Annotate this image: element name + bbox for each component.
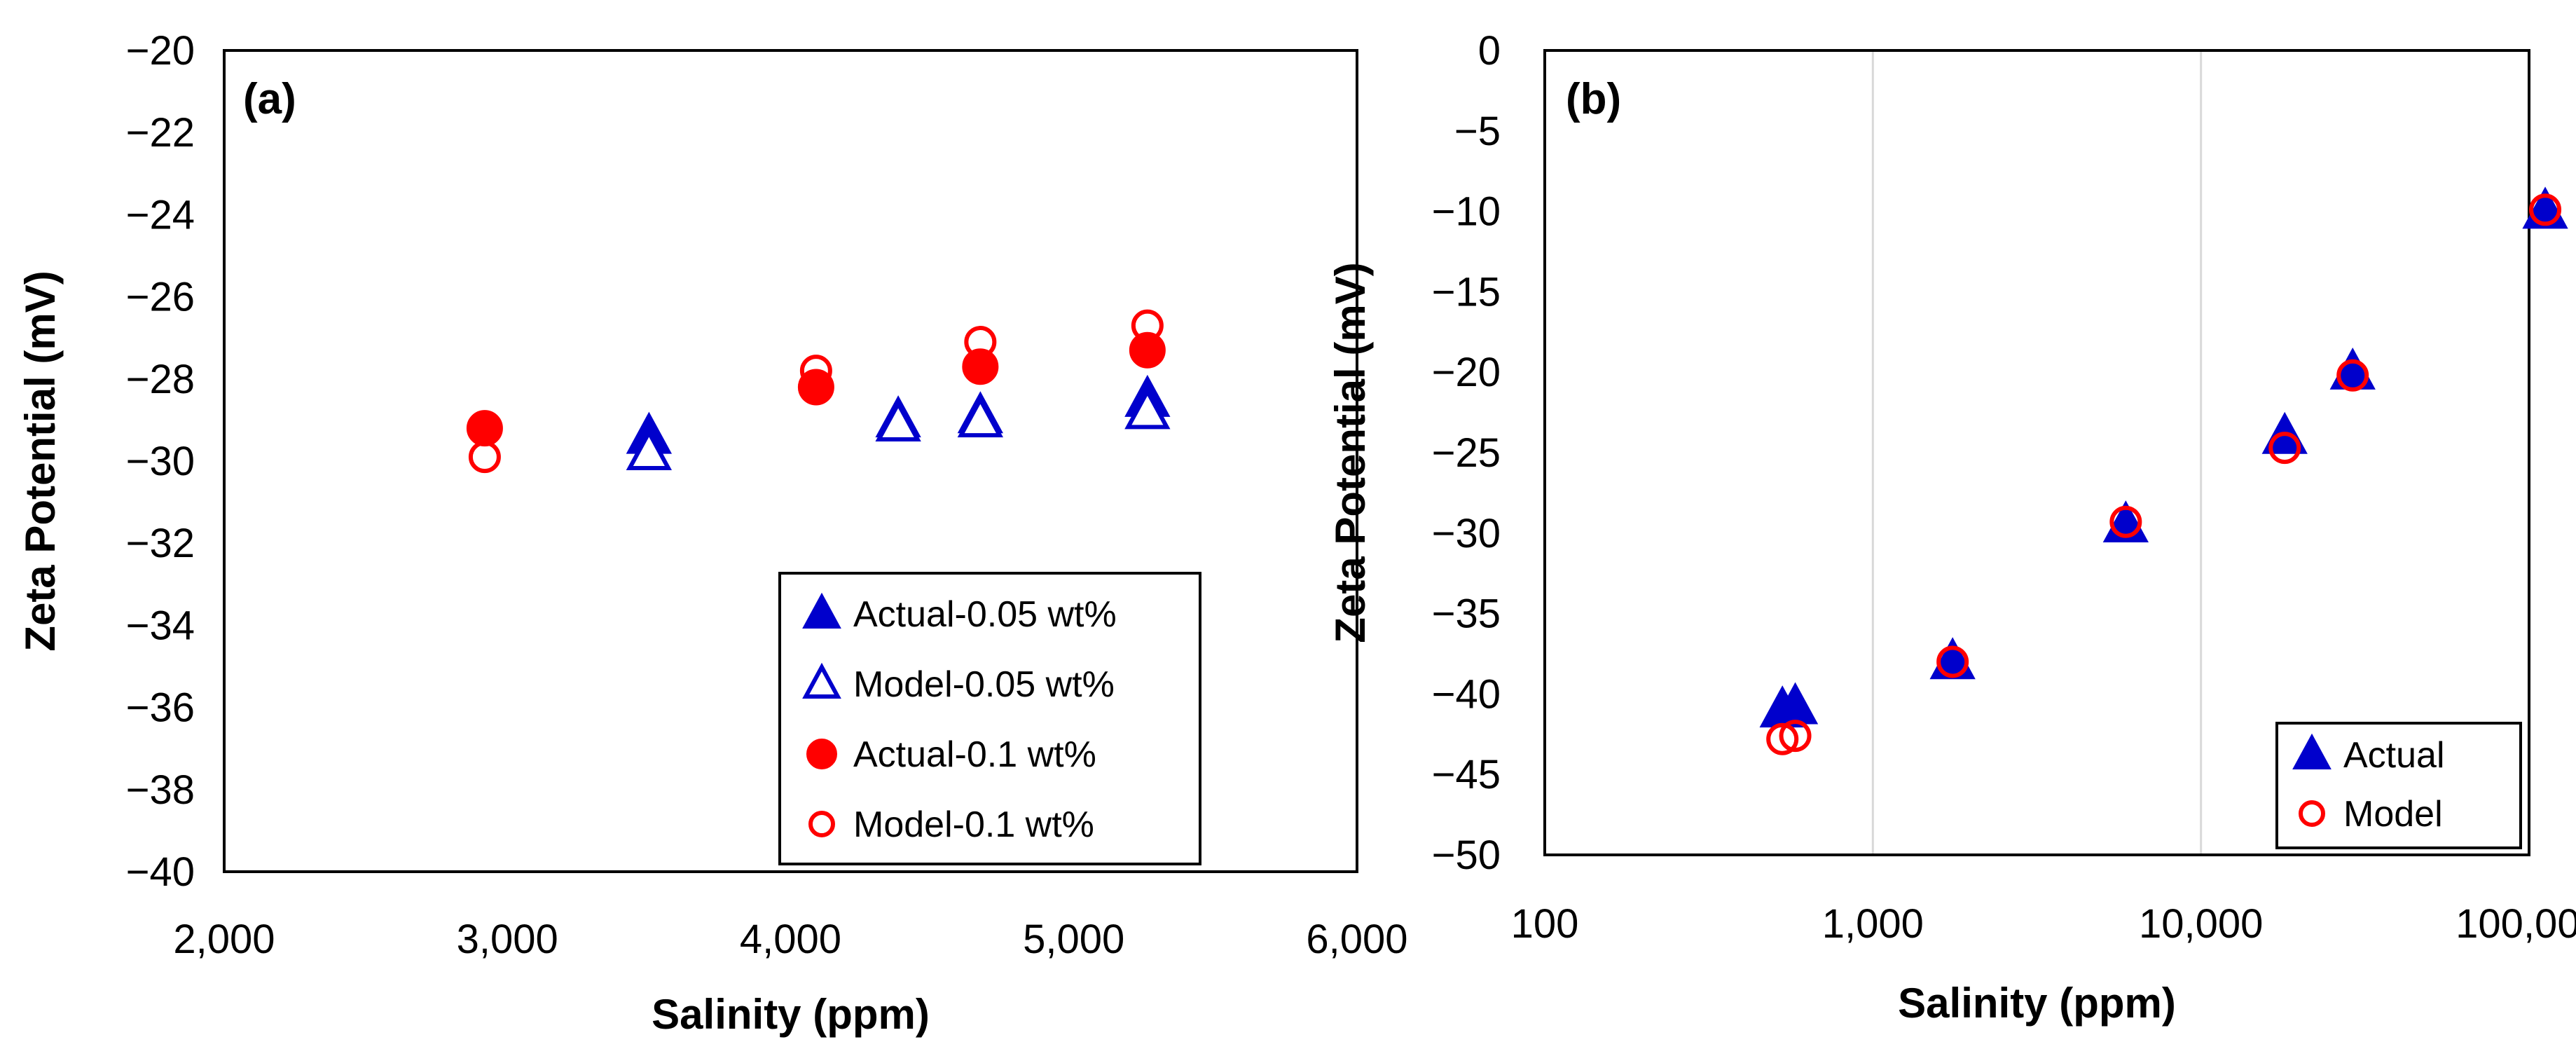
series-b-0 [1759, 186, 2568, 728]
legend-entry: Model-0.1 wt% [853, 804, 1094, 845]
legend-a: Actual-0.05 wt% Model-0.05 wt% Actual-0.1 … [778, 572, 1201, 865]
y-tick-label: −30 [126, 439, 195, 484]
legend-marker [802, 592, 841, 629]
y-tick-label: −40 [126, 849, 195, 895]
data-point [466, 410, 503, 447]
data-point [2529, 193, 2562, 226]
legend-marker [2299, 800, 2325, 827]
panel-label: (a) [243, 75, 296, 123]
legend-box [778, 572, 1201, 865]
x-tick-label: 1,000 [1822, 901, 1924, 947]
x-tick-label: 5,000 [1023, 917, 1124, 962]
data-point [875, 399, 921, 441]
plot-area-a [223, 49, 1358, 873]
y-tick-label: −38 [126, 767, 195, 813]
y-tick-label: −24 [126, 192, 195, 238]
plot-area-b [1543, 49, 2530, 856]
x-axis-title: Salinity (ppm) [652, 991, 930, 1038]
y-tick-label: −20 [1432, 350, 1501, 395]
y-tick-label: −45 [1432, 752, 1501, 797]
legend-marker [2292, 733, 2332, 769]
panel-label: (b) [1566, 75, 1621, 123]
x-tick-label: 100,000 [2456, 901, 2576, 947]
legend-b: Actual Model [2275, 722, 2522, 849]
y-tick-label: −40 [1432, 671, 1501, 717]
y-tick-label: −36 [126, 685, 195, 731]
data-point [797, 369, 834, 406]
data-point [957, 395, 1003, 438]
data-point [1936, 645, 1969, 678]
x-axis-title: Salinity (ppm) [1898, 980, 2176, 1027]
y-tick-label: −25 [1432, 430, 1501, 476]
data-point [962, 348, 999, 385]
y-tick-label: −50 [1432, 832, 1501, 878]
y-tick-label: −32 [126, 521, 195, 566]
y-tick-label: 0 [1478, 28, 1501, 74]
x-tick-label: 100 [1511, 901, 1579, 947]
legend-entry: Actual-0.05 wt% [853, 594, 1117, 635]
y-tick-label: −5 [1454, 109, 1501, 154]
y-tick-label: −22 [126, 110, 195, 156]
y-tick-label: −30 [1432, 511, 1501, 556]
data-point [799, 355, 832, 388]
legend-entry: Actual [2343, 735, 2445, 776]
y-tick-label: −20 [126, 28, 195, 74]
chart-panel-a: −20 −22 −24 −26 −28 −30 −32 −34 −36 −38 −40 2,000 3,… [17, 28, 1408, 1038]
data-point [964, 326, 997, 359]
y-tick-label: −26 [126, 275, 195, 320]
series-b-1 [1766, 193, 2562, 755]
x-tick-label: 4,000 [740, 917, 841, 962]
y-tick-label: −28 [126, 357, 195, 402]
x-tick-label: 6,000 [1306, 917, 1407, 962]
x-tick-label: 3,000 [457, 917, 558, 962]
legend-marker [806, 739, 837, 769]
y-axis-title: Zeta Potential (mV) [17, 270, 64, 651]
data-point [2109, 505, 2142, 538]
y-tick-label: −10 [1432, 189, 1501, 235]
data-point [1766, 722, 1799, 755]
series-a-3 [468, 309, 1164, 474]
legend-entry: Model [2343, 794, 2443, 835]
series-a-2 [466, 331, 1166, 447]
data-point [1779, 720, 1812, 753]
legend-entry: Model-0.05 wt% [853, 664, 1115, 705]
data-point [2336, 359, 2369, 392]
y-tick-label: −34 [126, 603, 195, 648]
series-a-1 [626, 387, 1171, 471]
legend-marker [808, 811, 835, 837]
data-point [626, 428, 673, 471]
y-axis-title: Zeta Potential (mV) [1327, 262, 1374, 643]
data-point [468, 441, 501, 474]
legend-marker [802, 662, 841, 699]
y-tick-label: −35 [1432, 591, 1501, 637]
x-tick-label: 2,000 [173, 917, 275, 962]
data-point [1129, 331, 1166, 369]
data-point [1131, 309, 1164, 342]
legend-entry: Actual-0.1 wt% [853, 734, 1096, 775]
y-tick-label: −15 [1432, 269, 1501, 315]
data-point [2268, 432, 2301, 465]
x-tick-label: 10,000 [2139, 901, 2263, 947]
data-point [1124, 387, 1171, 430]
